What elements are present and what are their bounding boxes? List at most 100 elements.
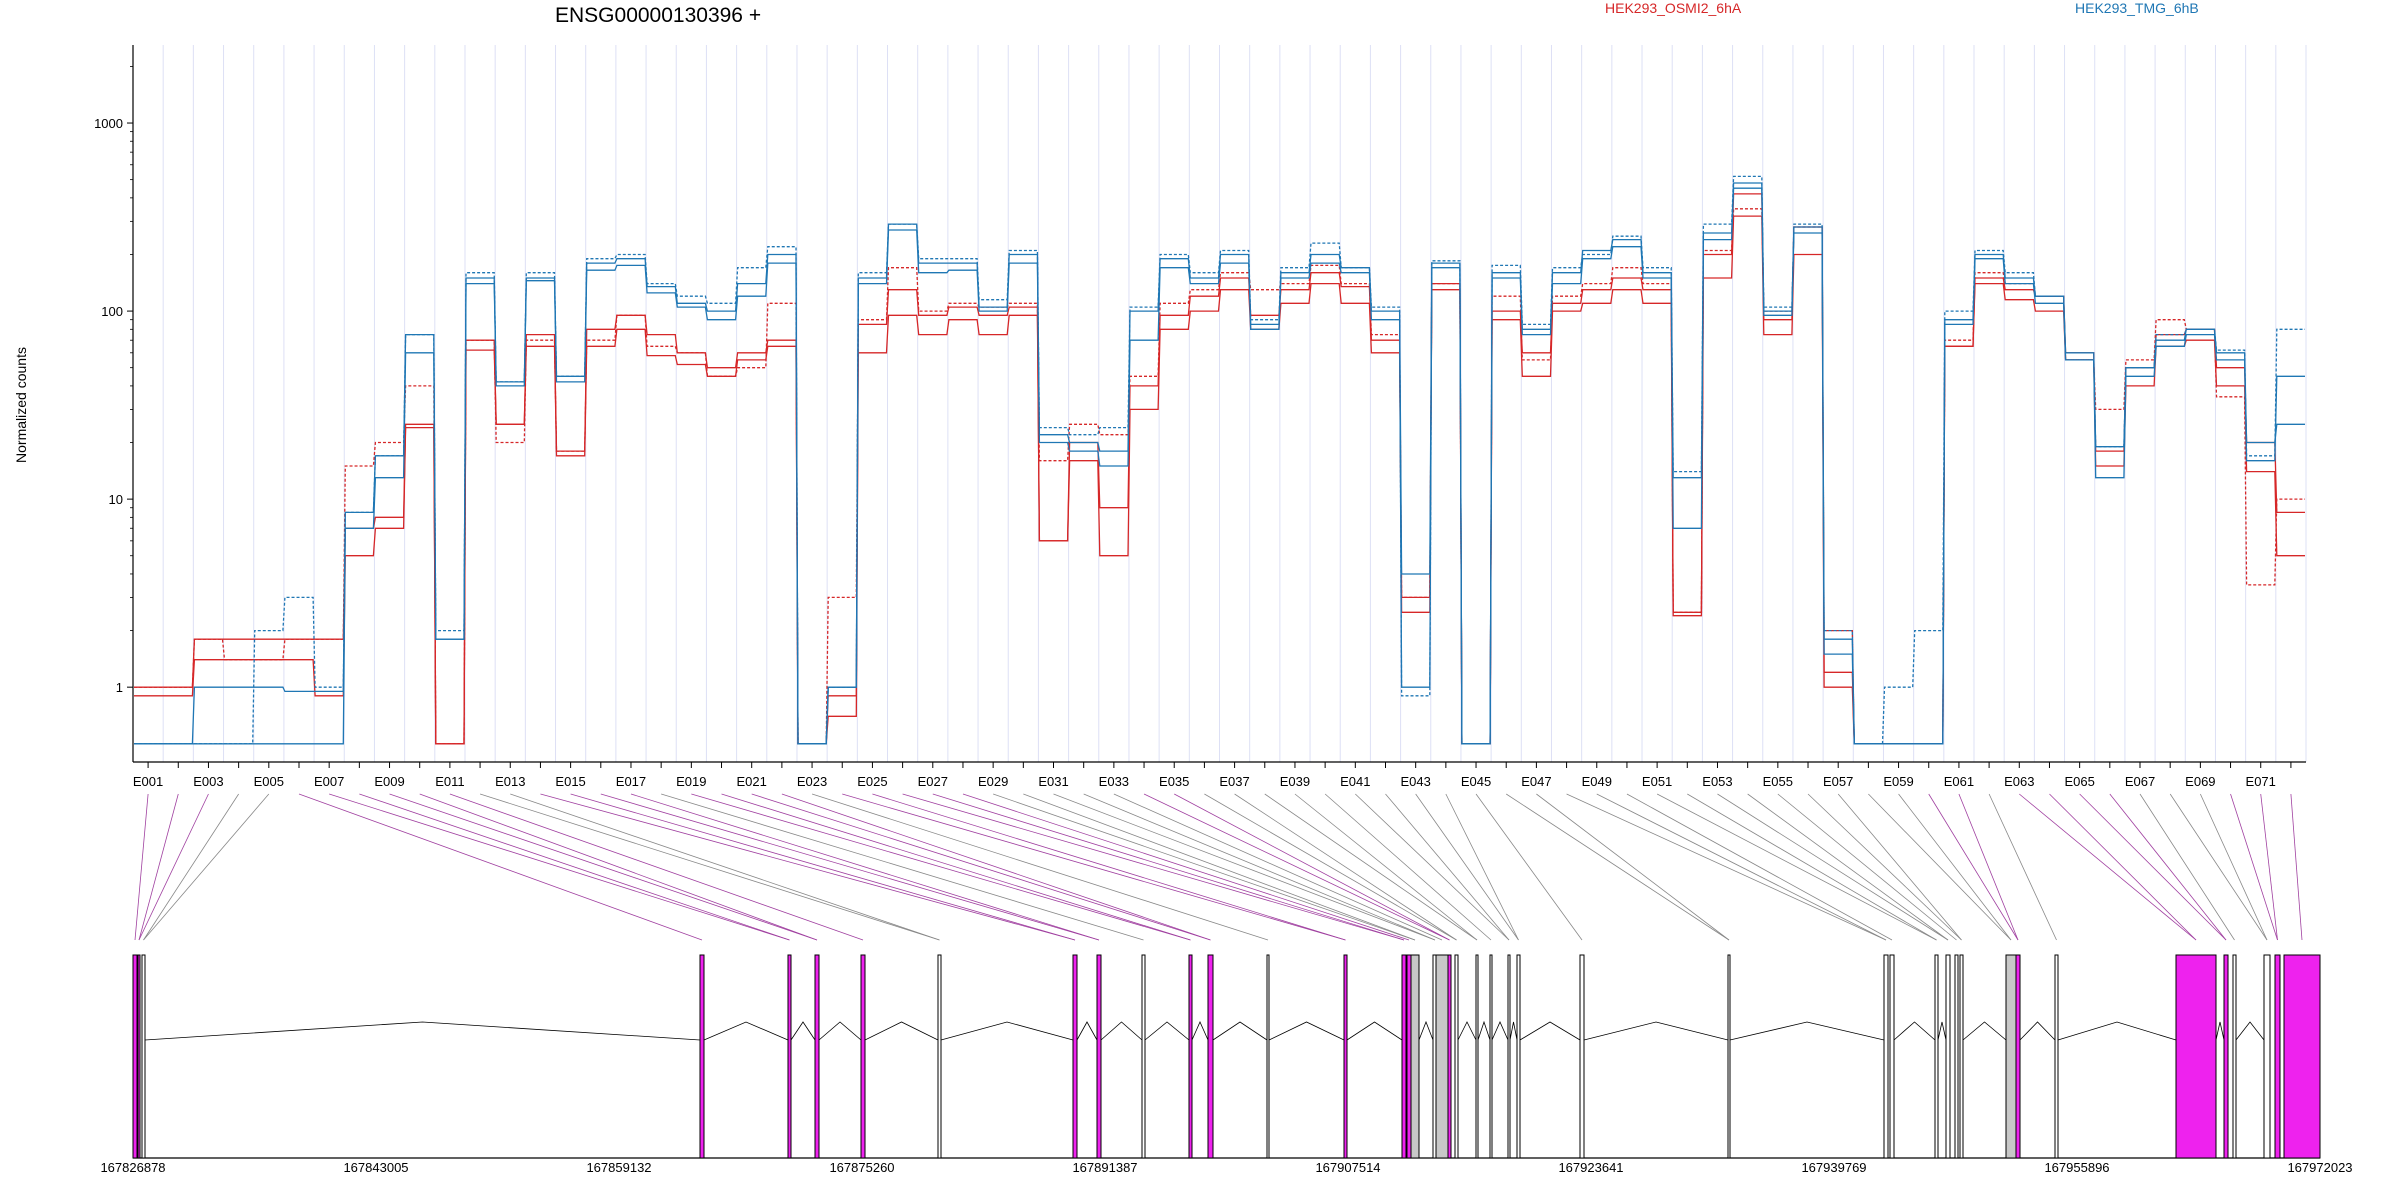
exon-box	[1945, 954, 1951, 1159]
exon-connector	[1264, 793, 1478, 941]
exon-connector	[721, 793, 1191, 941]
exon-label: E003	[193, 774, 223, 789]
exon-label: E065	[2064, 774, 2094, 789]
exon-label: E009	[374, 774, 404, 789]
genomic-axis: 167826878 167843005 167859132 167875260 1678…	[100, 1160, 2352, 1175]
exon-label: E027	[918, 774, 948, 789]
genomic-position-label: 167843005	[343, 1160, 408, 1175]
exon-connector	[1566, 793, 1887, 941]
exon-label: E035	[1159, 774, 1189, 789]
exon-connector	[781, 793, 1211, 941]
exon-label: E067	[2125, 774, 2155, 789]
genomic-position-label: 167859132	[586, 1160, 651, 1175]
exon-box	[2223, 954, 2229, 1159]
exon-label: E041	[1340, 774, 1370, 789]
exon-box	[814, 954, 820, 1159]
exon-label: E071	[2246, 774, 2276, 789]
exon-connector	[1837, 793, 1962, 941]
exon-box	[2232, 954, 2237, 1159]
intron-line	[2235, 1021, 2265, 1041]
exon-connector	[1234, 793, 1457, 941]
intron-line	[940, 1021, 1074, 1041]
exon-box	[937, 954, 942, 1159]
exon-connector	[1596, 793, 1887, 941]
exon-connector	[2230, 793, 2278, 941]
gene-title: ENSG00000130396 +	[555, 4, 761, 27]
plot-grid	[132, 45, 2307, 762]
exon-connector	[691, 793, 1191, 941]
exon-connector	[2260, 793, 2278, 941]
exon-connector	[510, 793, 940, 941]
intron-line	[2215, 1021, 2225, 1041]
exon-connector	[962, 793, 1410, 941]
exon-label: E023	[797, 774, 827, 789]
exon-connector	[1445, 793, 1519, 941]
exon-connector	[811, 793, 1269, 941]
exon-label: E029	[978, 774, 1008, 789]
exon-connector	[2290, 793, 2303, 941]
exon-connector	[2200, 793, 2268, 941]
exon-label: E007	[314, 774, 344, 789]
exon-box	[1889, 954, 1895, 1159]
exon-box	[699, 954, 705, 1159]
exon-connector	[1928, 793, 2019, 941]
intron-line	[1937, 1021, 1947, 1041]
intron-line	[1962, 1021, 2007, 1041]
exon-label: E037	[1219, 774, 1249, 789]
exon-box	[1579, 954, 1585, 1159]
exon-label: E033	[1099, 774, 1129, 789]
exon-box	[1188, 954, 1193, 1159]
exon-box	[787, 954, 792, 1159]
exon-connector	[1113, 793, 1443, 941]
exon-label: E001	[133, 774, 163, 789]
exon-connector	[751, 793, 1211, 941]
exon-box	[1934, 954, 1939, 1159]
exon-connector	[1294, 793, 1478, 941]
exon-label: E055	[1763, 774, 1793, 789]
exon-connector	[630, 793, 1100, 941]
exon-connector	[143, 793, 239, 941]
intron-line	[2019, 1021, 2056, 1041]
exon-box	[141, 954, 146, 1159]
series-line-tmg-4	[134, 187, 2305, 745]
series-line-tmg-5	[134, 175, 2305, 745]
exon-label: E011	[435, 774, 464, 789]
genomic-position-label: 167972023	[2287, 1160, 2352, 1175]
exon-connector	[1083, 793, 1436, 941]
intron-line	[1144, 1021, 1190, 1041]
intron-line	[1519, 1021, 1581, 1041]
exon-connector	[2139, 793, 2235, 941]
exon-box	[132, 954, 138, 1159]
exon-box	[1883, 954, 1889, 1159]
intron-line	[144, 1021, 701, 1041]
exon-box	[1959, 954, 1964, 1159]
exon-connector	[2049, 793, 2197, 941]
intron-line	[1457, 1021, 1477, 1041]
exon-connector	[1415, 793, 1519, 941]
exon-connector	[1747, 793, 1949, 941]
exon-connector	[540, 793, 1076, 941]
exon-connector	[419, 793, 818, 941]
exon-box	[137, 954, 141, 1159]
exon-connector	[389, 793, 818, 941]
intron-line	[1268, 1021, 1345, 1041]
y-axis-label: Normalized counts	[13, 347, 29, 463]
plot-axes: 1 10 100 1000	[94, 45, 2306, 763]
exon-connector	[1475, 793, 1583, 941]
exon-box	[1489, 954, 1493, 1159]
exon-connector	[2079, 793, 2227, 941]
series-group	[134, 175, 2305, 745]
exon-connector	[932, 793, 1405, 941]
exon-box	[2175, 954, 2217, 1159]
exon-connector	[138, 793, 179, 941]
exon-label: E025	[857, 774, 887, 789]
intron-line	[703, 1021, 789, 1041]
exon-box	[2274, 954, 2281, 1159]
exon-box	[2054, 954, 2059, 1159]
exon-label: E043	[1400, 774, 1430, 789]
intron-line	[1212, 1021, 1268, 1041]
intron-line	[1729, 1021, 1885, 1041]
exon-connector	[902, 793, 1405, 941]
exon-box	[1454, 954, 1459, 1159]
